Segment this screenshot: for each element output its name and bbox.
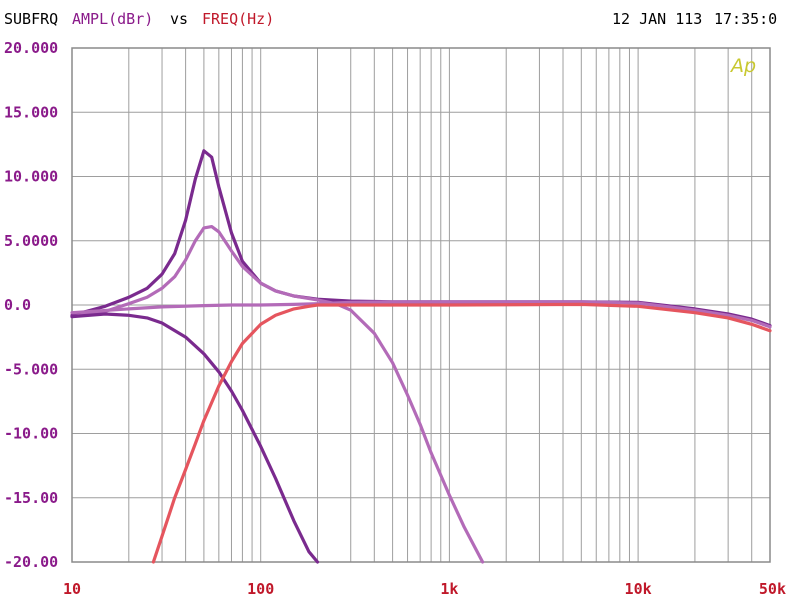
x-tick-label: 50k — [759, 580, 786, 598]
y-tick-label: 20.000 — [4, 39, 58, 57]
y-tick-label: 0.0 — [4, 296, 31, 314]
series-line-2 — [70, 225, 485, 564]
header-label: SUBFRQ — [4, 10, 58, 28]
y-tick-label: -15.00 — [4, 489, 58, 507]
series-line-4 — [70, 300, 772, 329]
header-date: 12 JAN 113 — [612, 10, 702, 28]
y-tick-label: 5.0000 — [4, 232, 58, 250]
y-tick-label: -10.00 — [4, 425, 58, 443]
x-tick-label: 1k — [440, 580, 458, 598]
y-tick-label: 15.000 — [4, 103, 58, 121]
series-layer — [70, 149, 772, 564]
x-tick-label: 10 — [63, 580, 81, 598]
header-vs: vs — [170, 10, 188, 28]
header-y-name: AMPL(dBr) — [72, 10, 153, 28]
y-tick-label: 10.000 — [4, 168, 58, 186]
x-axis-ticks: 10 100 1k 10k 50k — [63, 580, 786, 598]
y-axis-ticks: 20.000 15.000 10.000 5.0000 0.0 -5.000 -10.00 -… — [4, 39, 58, 571]
series-line-5 — [151, 302, 772, 564]
series-line-1 — [70, 149, 772, 328]
ap-logo: Ap — [729, 55, 756, 77]
header-x-name: FREQ(Hz) — [202, 10, 274, 28]
x-tick-label: 100 — [247, 580, 274, 598]
y-tick-label: -20.00 — [4, 553, 58, 571]
y-tick-label: -5.000 — [4, 360, 58, 378]
header-time: 17:35:0 — [714, 10, 777, 28]
x-tick-label: 10k — [625, 580, 652, 598]
series-line-3 — [70, 312, 320, 564]
plot-border — [71, 47, 771, 563]
